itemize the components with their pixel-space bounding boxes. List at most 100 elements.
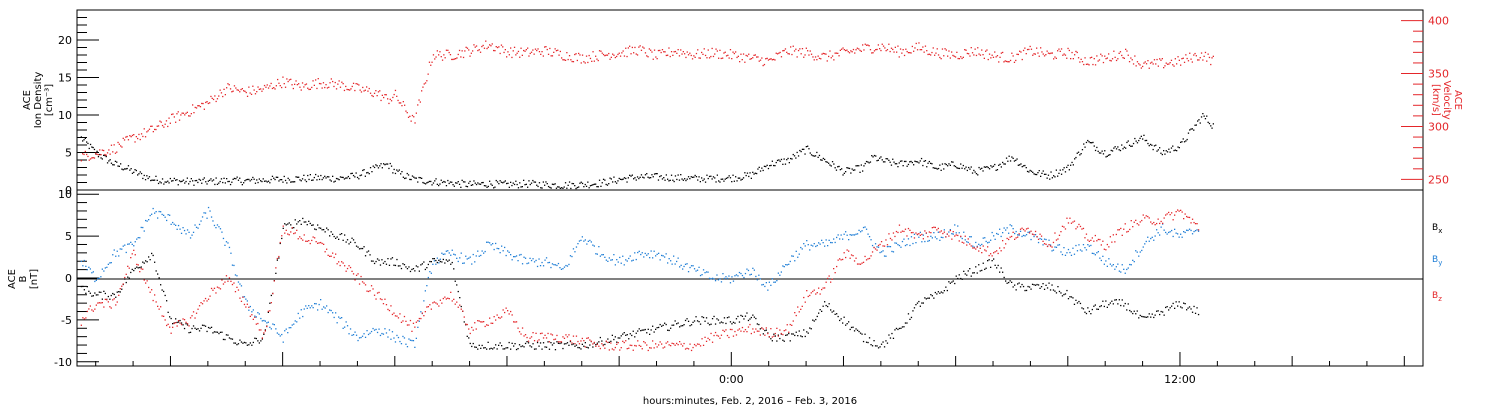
bx-point xyxy=(1039,287,1041,289)
velocity-point xyxy=(143,128,145,130)
density-point xyxy=(763,165,766,167)
bx-point xyxy=(397,265,400,267)
by-point xyxy=(475,255,477,257)
bx-point xyxy=(873,340,875,342)
velocity-point xyxy=(411,114,414,117)
bz-point xyxy=(743,330,745,333)
by-point xyxy=(839,238,841,240)
density-point xyxy=(1185,140,1187,142)
bx-point xyxy=(282,227,284,229)
by-point xyxy=(148,219,150,221)
bx-point xyxy=(934,291,936,294)
velocity-point xyxy=(249,92,251,94)
bx-point xyxy=(1067,298,1070,300)
bx-point xyxy=(454,280,456,282)
bz-point xyxy=(188,325,190,327)
velocity-point xyxy=(1204,51,1207,54)
bz-point xyxy=(608,349,610,351)
bz-point xyxy=(182,318,184,320)
bx-point xyxy=(734,322,736,324)
by-point xyxy=(381,332,383,335)
by-point xyxy=(1175,232,1177,234)
velocity-point xyxy=(1170,59,1173,61)
velocity-point xyxy=(479,51,482,53)
bz-point xyxy=(424,311,426,313)
bz-point xyxy=(234,291,237,293)
density-point xyxy=(369,167,372,169)
velocity-point xyxy=(339,86,342,88)
density-point xyxy=(862,170,864,172)
bz-point xyxy=(121,285,123,287)
bx-point xyxy=(333,235,335,238)
bz-point xyxy=(1015,237,1017,239)
velocity-point xyxy=(852,48,855,51)
by-point xyxy=(680,264,682,266)
velocity-point xyxy=(943,55,945,57)
bx-point xyxy=(1197,313,1200,316)
by-point xyxy=(833,238,835,240)
density-point xyxy=(937,167,940,170)
bx-point xyxy=(551,344,554,346)
density-point xyxy=(210,178,212,180)
by-point xyxy=(287,332,289,334)
bz-point xyxy=(1039,233,1041,235)
velocity-point xyxy=(616,55,618,58)
bz-point xyxy=(261,337,263,339)
by-point xyxy=(157,217,159,219)
bz-point xyxy=(335,253,337,255)
velocity-point xyxy=(108,149,110,151)
velocity-point xyxy=(138,133,140,136)
density-point xyxy=(444,181,446,183)
b-axis-title: ACE B [nT] xyxy=(7,269,40,289)
velocity-point xyxy=(121,146,123,148)
by-point xyxy=(1066,252,1068,254)
bx-point xyxy=(676,323,678,325)
velocity-point xyxy=(298,83,300,85)
bz-point xyxy=(299,236,301,238)
density-point xyxy=(1092,141,1094,144)
density-point xyxy=(394,172,397,175)
bx-point xyxy=(969,268,971,270)
bz-point xyxy=(1048,244,1050,246)
velocity-point xyxy=(122,137,124,139)
by-point xyxy=(1166,233,1168,235)
bz-point xyxy=(294,232,296,234)
velocity-point xyxy=(279,85,281,87)
density-point xyxy=(469,180,471,183)
density-point xyxy=(585,185,588,187)
bz-point xyxy=(776,327,778,329)
by-point xyxy=(1097,251,1099,253)
by-point xyxy=(373,329,376,331)
bz-point xyxy=(779,329,781,331)
density-point xyxy=(1132,142,1135,145)
density-point xyxy=(458,183,461,185)
bx-point xyxy=(192,325,195,327)
bz-point xyxy=(874,248,877,250)
density-point xyxy=(263,180,266,182)
density-point xyxy=(991,166,993,168)
velocity-point xyxy=(1004,60,1006,62)
density-point xyxy=(530,182,533,184)
density-point xyxy=(494,186,496,188)
density-point xyxy=(88,147,90,150)
density-point xyxy=(1016,158,1018,160)
bz-point xyxy=(761,327,763,329)
bz-point xyxy=(1193,221,1195,224)
density-point xyxy=(1030,170,1033,172)
density-point xyxy=(860,164,862,166)
bx-point xyxy=(889,337,892,339)
velocity-point xyxy=(371,94,373,97)
velocity-point xyxy=(1132,63,1135,65)
density-point xyxy=(640,174,643,176)
velocity-point xyxy=(159,120,161,122)
bx-point xyxy=(1090,313,1092,315)
velocity-point xyxy=(1191,61,1193,63)
density-point xyxy=(499,180,501,182)
velocity-point xyxy=(787,53,789,55)
bx-point xyxy=(369,254,371,256)
by-point xyxy=(592,244,594,246)
bz-point xyxy=(1115,233,1117,236)
bz-point xyxy=(1178,210,1180,212)
by-point xyxy=(88,266,90,268)
bx-point xyxy=(976,272,978,274)
